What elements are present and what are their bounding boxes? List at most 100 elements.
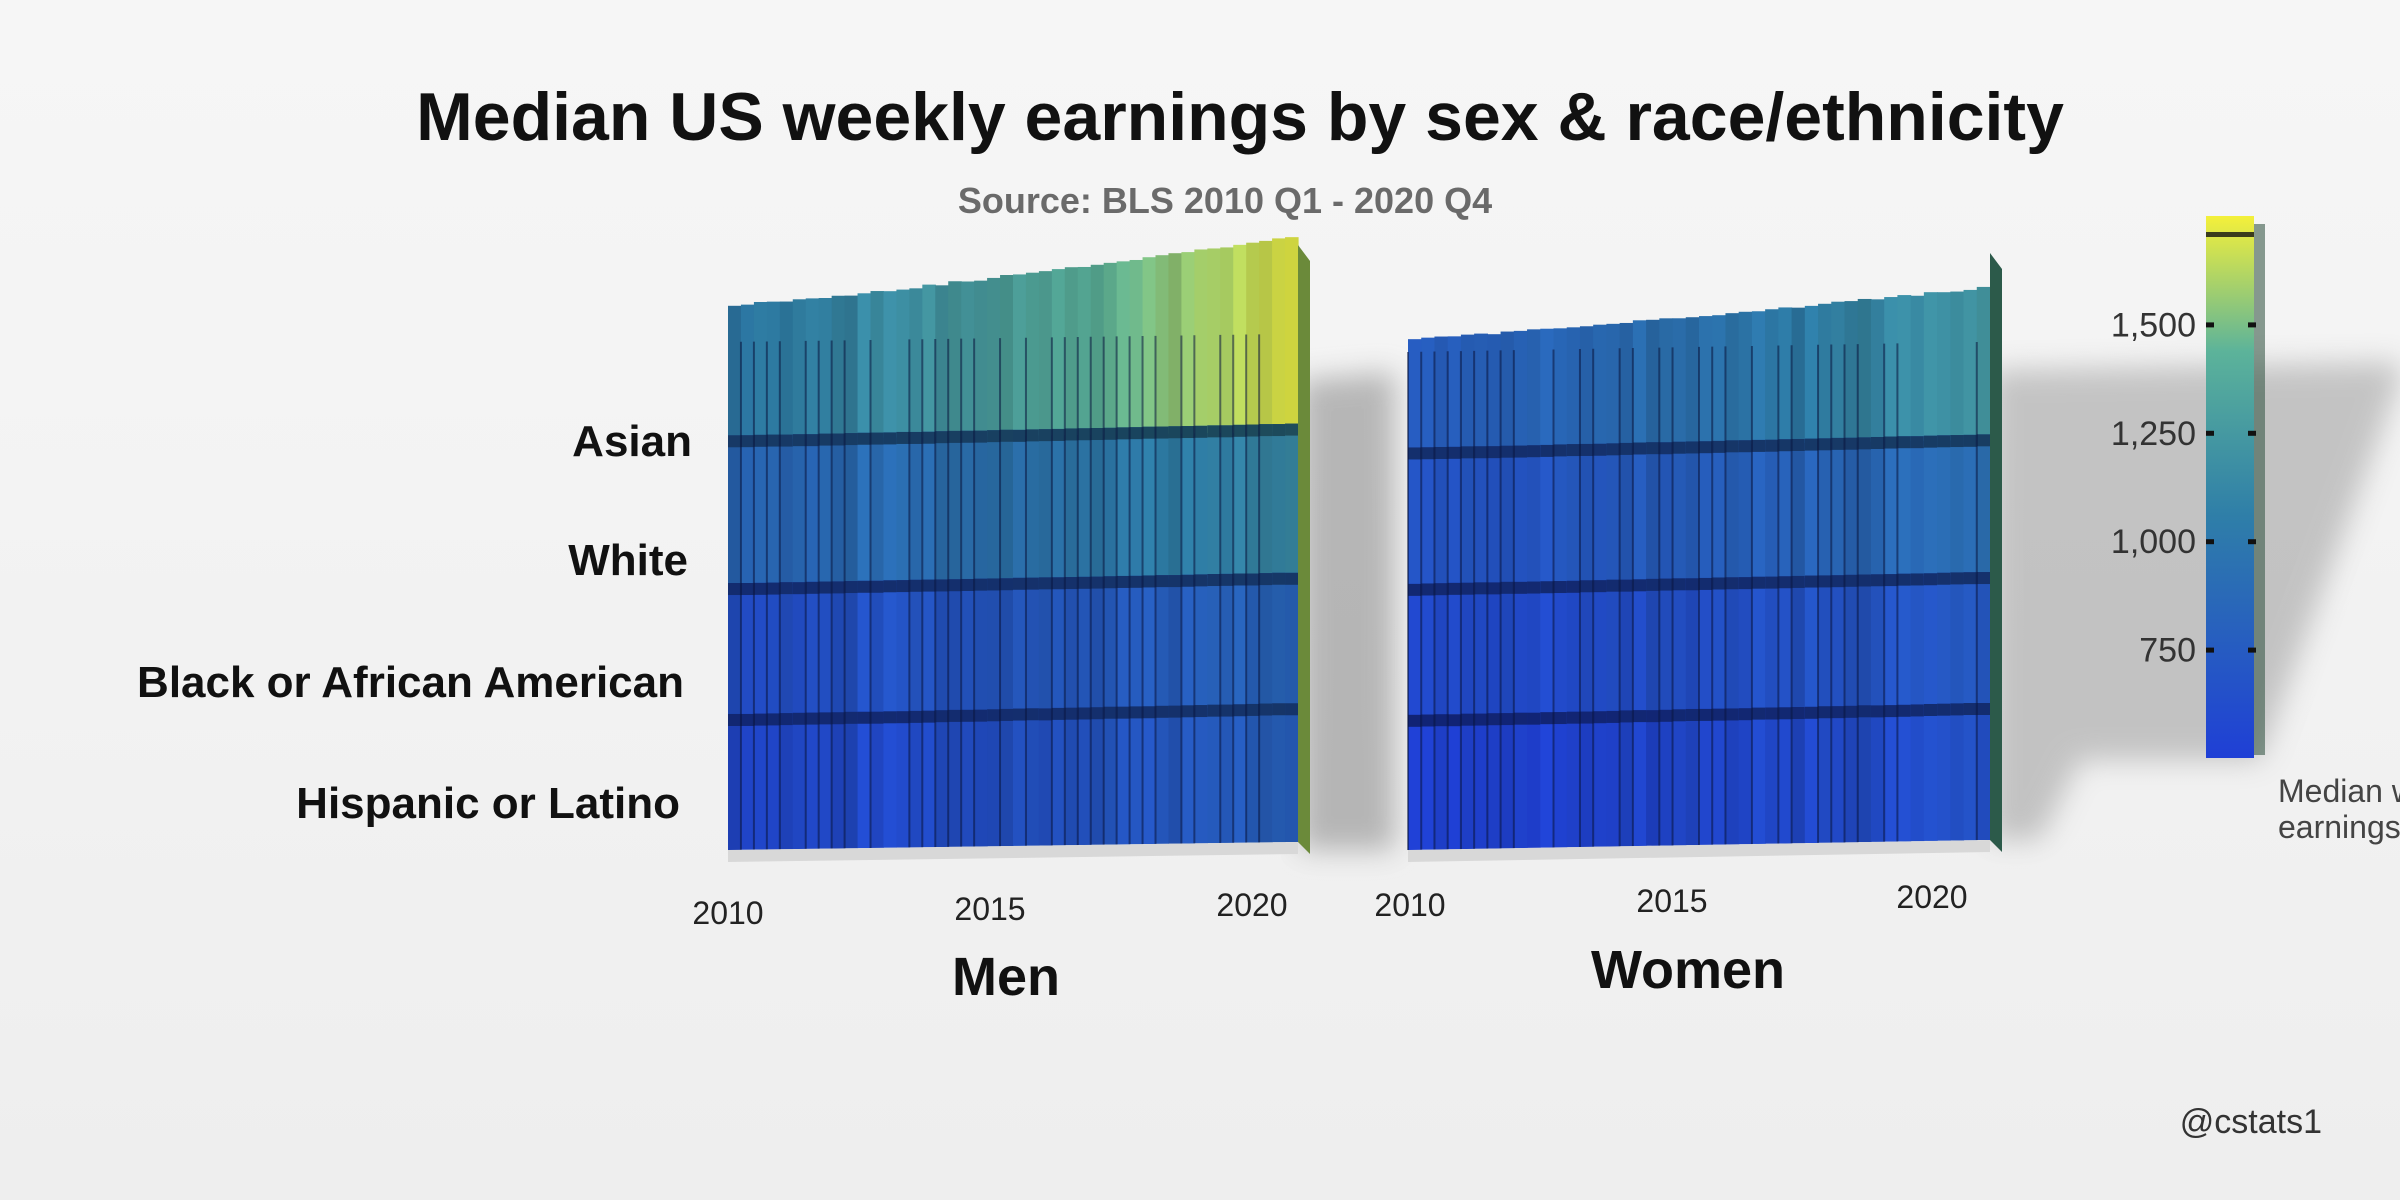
heat-cell-women-black-q5 <box>1460 582 1475 715</box>
colorbar-tick-mark-1500-left <box>2206 322 2214 328</box>
heat-cell-men-white-q35 <box>1168 426 1182 579</box>
heat-cell-men-white-q31 <box>1116 427 1131 580</box>
heat-cell-men-hispanic-q17 <box>935 710 949 848</box>
heat-cell-women-white-q7 <box>1487 446 1502 584</box>
row-ledge-women-q28 <box>1765 439 1779 452</box>
heat-cell-women-black-q30 <box>1791 575 1806 709</box>
heat-cell-men-asian-q4 <box>766 301 781 440</box>
heat-cell-men-asian-q32 <box>1129 259 1144 435</box>
heat-cell-women-asian-q13 <box>1566 327 1581 448</box>
heat-cell-women-asian-q1 <box>1408 339 1422 450</box>
heat-cell-men-white-q36 <box>1181 426 1195 579</box>
row-ledge-men-q35 <box>1168 705 1182 718</box>
row-ledge-women-q9 <box>1513 581 1528 594</box>
heat-cell-men-black-q25 <box>1038 577 1053 711</box>
heat-cell-women-asian-q9 <box>1513 330 1528 449</box>
row-ledge-women-q24 <box>1712 577 1727 590</box>
row-ledge-women-q5 <box>1460 446 1475 459</box>
heat-cell-women-black-q6 <box>1474 582 1488 714</box>
row-ledge-men-q11 <box>857 580 872 593</box>
heat-cell-men-white-q41 <box>1246 424 1260 578</box>
heat-cell-men-asian-q37 <box>1194 249 1208 434</box>
row-ledge-women-q7 <box>1487 713 1502 726</box>
row-ledge-women-q31 <box>1804 706 1819 719</box>
heat-cell-women-black-q44 <box>1976 572 1991 705</box>
row-ledge-men-q26 <box>1051 577 1066 590</box>
heat-cell-men-hispanic-q14 <box>896 711 910 848</box>
row-ledge-women-q34 <box>1844 705 1859 718</box>
heat-cell-men-black-q12 <box>870 580 885 713</box>
heat-cell-women-black-q34 <box>1844 574 1859 708</box>
colorbar-tick-label-1500: 1,500 <box>2111 306 2196 344</box>
heat-cell-women-hispanic-q21 <box>1672 709 1687 846</box>
heat-cell-men-hispanic-q22 <box>1000 708 1014 847</box>
heat-cell-women-hispanic-q18 <box>1632 710 1647 847</box>
row-ledge-women-q18 <box>1632 579 1647 592</box>
row-ledge-men-q29 <box>1090 576 1105 589</box>
row-ledge-women-q39 <box>1910 573 1925 586</box>
heat-cell-women-white-q19 <box>1646 442 1660 581</box>
row-ledge-men-q12 <box>870 432 885 445</box>
heat-cell-men-black-q38 <box>1207 574 1221 709</box>
heat-cell-women-asian-q32 <box>1818 303 1832 443</box>
heat-cell-men-black-q39 <box>1220 573 1234 708</box>
row-label-hispanic: Hispanic or Latino <box>296 779 680 828</box>
row-ledge-women-q1 <box>1408 714 1422 727</box>
heat-cell-women-asian-q2 <box>1421 337 1436 450</box>
heat-cell-men-hispanic-q41 <box>1246 703 1260 843</box>
row-ledge-men-q11 <box>857 432 872 445</box>
heat-cell-women-white-q8 <box>1500 445 1515 584</box>
heat-cell-men-asian-q44 <box>1285 237 1299 432</box>
heat-cell-women-black-q27 <box>1751 576 1766 709</box>
heat-cell-men-asian-q31 <box>1116 261 1131 435</box>
heat-cell-men-black-q29 <box>1090 576 1105 710</box>
row-ledge-women-q36 <box>1870 436 1885 449</box>
row-ledge-women-q9 <box>1513 445 1528 458</box>
heat-cell-women-white-q29 <box>1778 439 1793 579</box>
row-ledge-men-q36 <box>1181 426 1195 439</box>
heat-cell-women-asian-q34 <box>1844 301 1859 443</box>
heat-cell-women-black-q32 <box>1818 575 1832 708</box>
row-ledge-women-q16 <box>1606 710 1621 723</box>
heat-cell-men-black-q21 <box>987 578 1001 712</box>
row-ledge-women-q43 <box>1963 703 1978 716</box>
heat-cell-women-hispanic-q32 <box>1818 706 1832 843</box>
heat-cell-men-asian-q3 <box>753 301 768 440</box>
heat-cell-women-hispanic-q6 <box>1474 713 1488 849</box>
heat-cell-women-white-q27 <box>1751 439 1766 579</box>
heat-cell-women-hispanic-q14 <box>1579 711 1594 847</box>
row-ledge-women-q3 <box>1434 714 1449 727</box>
row-ledge-men-q12 <box>870 580 885 593</box>
row-ledge-women-q38 <box>1897 704 1912 717</box>
heat-cell-women-asian-q42 <box>1950 291 1965 441</box>
heat-cell-men-asian-q43 <box>1272 238 1286 433</box>
heat-cell-women-black-q16 <box>1606 579 1621 712</box>
row-ledge-women-q27 <box>1751 439 1766 452</box>
row-ledge-men-q42 <box>1259 424 1273 437</box>
row-ledge-men-q16 <box>922 431 936 444</box>
heat-cell-men-black-q26 <box>1051 577 1066 711</box>
row-ledge-women-q35 <box>1857 574 1872 587</box>
row-ledge-men-q1 <box>728 435 742 448</box>
heat-cell-women-white-q6 <box>1474 446 1488 584</box>
heat-cell-women-asian-q19 <box>1646 319 1660 446</box>
heat-cell-men-hispanic-q31 <box>1116 706 1131 845</box>
heat-cell-men-black-q43 <box>1272 572 1286 708</box>
row-ledge-women-q23 <box>1699 577 1713 590</box>
row-ledge-men-q12 <box>870 711 885 724</box>
heat-cell-women-white-q35 <box>1857 437 1872 578</box>
row-ledge-men-q39 <box>1220 573 1234 586</box>
heat-cell-men-asian-q9 <box>831 295 846 439</box>
heat-cell-women-white-q5 <box>1460 446 1475 585</box>
row-ledge-women-q29 <box>1778 707 1793 720</box>
heat-cell-men-hispanic-q27 <box>1064 707 1079 846</box>
heat-cell-women-hispanic-q25 <box>1725 708 1740 845</box>
row-ledge-women-q30 <box>1791 438 1806 451</box>
row-ledge-women-q11 <box>1540 581 1555 594</box>
heat-cell-women-black-q20 <box>1659 578 1674 711</box>
row-ledge-men-q38 <box>1207 574 1221 587</box>
row-ledge-women-q30 <box>1791 575 1806 588</box>
row-ledge-women-q12 <box>1553 444 1568 457</box>
row-ledge-men-q43 <box>1272 572 1286 585</box>
